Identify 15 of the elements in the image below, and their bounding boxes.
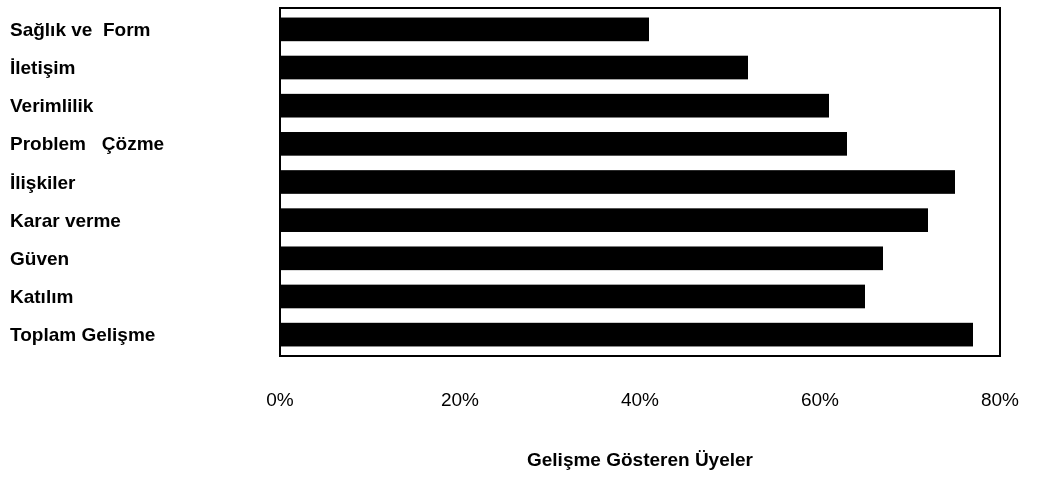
x-tick-label: 0% [266, 389, 294, 410]
y-tick-label: Problem Çözme [10, 133, 165, 155]
y-tick-label: Katılım [10, 286, 74, 308]
y-tick-label: Toplam Gelişme [10, 324, 156, 346]
y-tick-label: İlişkiler [10, 171, 77, 193]
x-axis-title: Gelişme Gösteren Üyeler [527, 449, 754, 470]
x-tick-label: 80% [980, 389, 1020, 410]
y-tick-label: Verimlilik [10, 95, 94, 117]
x-tick-label: 60% [800, 389, 840, 410]
y-tick-label: Sağlık ve Form [10, 19, 151, 41]
y-tick-label: Güven [10, 247, 70, 269]
x-tick-label: 20% [440, 389, 480, 410]
x-tick-label: 40% [620, 389, 660, 410]
y-tick-label: İletişim [10, 57, 76, 79]
y-tick-label: Karar verme [10, 209, 121, 231]
